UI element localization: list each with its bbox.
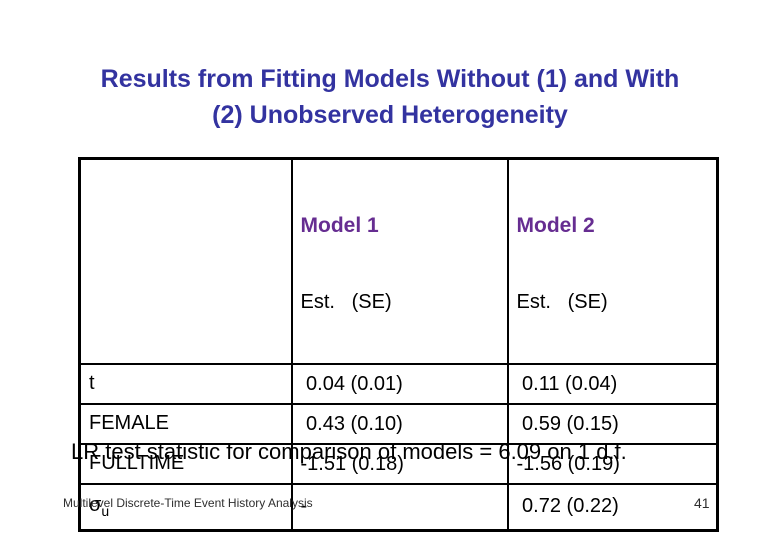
- table-row-fulltime: FULLTIME -1.51 (0.18) -1.56 (0.19): [78, 443, 719, 485]
- row-label: t: [78, 363, 293, 405]
- row-label: σu: [78, 483, 293, 531]
- model2-est-se-label: Est. (SE): [516, 291, 608, 313]
- model1-value: -1.51 (0.18): [290, 443, 509, 485]
- model2-header-cell: Model 2 Est. (SE): [506, 157, 719, 365]
- row-label-text: t: [89, 371, 95, 394]
- row-label-text: FULLTIME: [89, 451, 185, 474]
- row-label-text: σ: [89, 494, 102, 517]
- table-row-sigma-u: σu - 0.72 (0.22): [78, 483, 719, 531]
- corner-cell: [78, 157, 293, 365]
- row-label: FEMALE: [78, 403, 293, 445]
- model2-value: 0.11 (0.04): [506, 363, 719, 405]
- model2-value: 0.59 (0.15): [506, 403, 719, 445]
- model1-value: 0.04 (0.01): [290, 363, 509, 405]
- model1-title: Model 1: [300, 214, 379, 237]
- row-label-subscript: u: [101, 503, 110, 520]
- table-header-row: Model 1 Est. (SE) Model 2 Est. (SE): [78, 157, 719, 365]
- results-table: Model 1 Est. (SE) Model 2 Est. (SE) t 0.…: [78, 157, 719, 532]
- model1-value: 0.43 (0.10): [290, 403, 509, 445]
- row-label-text: FEMALE: [89, 411, 170, 434]
- model1-header-cell: Model 1 Est. (SE): [290, 157, 509, 365]
- slide-title-line-2: (2) Unobserved Heterogeneity: [212, 101, 568, 129]
- page-number: 41: [694, 495, 710, 511]
- slide-title-line-1: Results from Fitting Models Without (1) …: [100, 65, 680, 93]
- model1-est-se-label: Est. (SE): [300, 291, 392, 313]
- model2-value: 0.72 (0.22): [506, 483, 719, 531]
- model2-value: -1.56 (0.19): [506, 443, 719, 485]
- lr-test-note: LR test statistic for comparison of mode…: [71, 439, 627, 464]
- table-row-female: FEMALE 0.43 (0.10) 0.59 (0.15): [78, 403, 719, 445]
- footer-title: Multilevel Discrete-Time Event History A…: [63, 496, 313, 510]
- model2-title: Model 2: [516, 214, 595, 237]
- table-row-t: t 0.04 (0.01) 0.11 (0.04): [78, 363, 719, 405]
- results-table-container: Model 1 Est. (SE) Model 2 Est. (SE) t 0.…: [78, 157, 719, 532]
- row-label: FULLTIME: [78, 443, 293, 485]
- model1-value: -: [290, 483, 509, 531]
- slide-title: Results from Fitting Models Without (1) …: [0, 61, 780, 133]
